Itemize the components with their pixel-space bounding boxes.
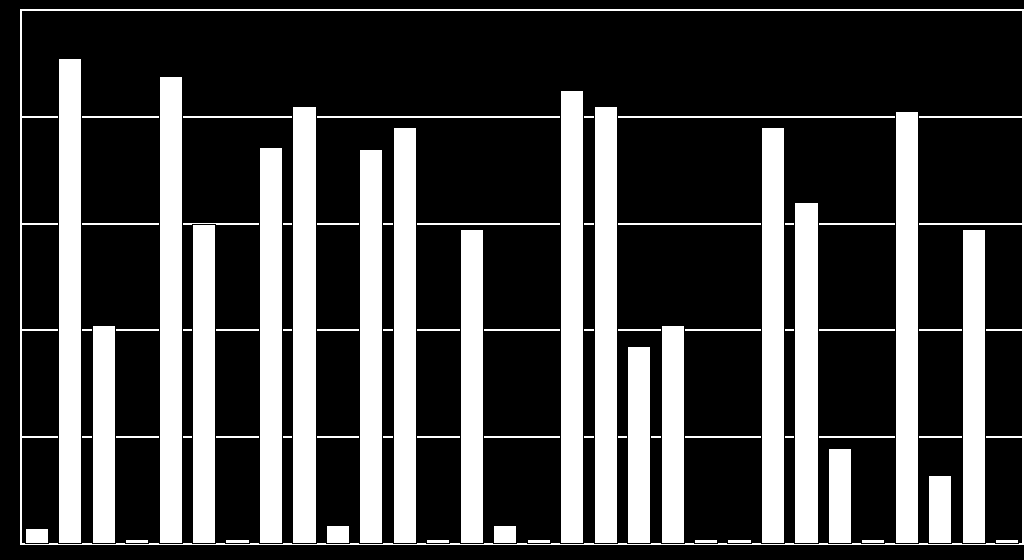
bar [627, 346, 651, 544]
bar-group [723, 10, 823, 544]
bar-group [522, 10, 622, 544]
bar [359, 149, 383, 544]
bar [594, 106, 618, 544]
bar [92, 325, 116, 544]
bar [794, 202, 818, 544]
bar [225, 539, 249, 544]
bar-group [221, 10, 321, 544]
bar-chart [0, 0, 1024, 560]
bar [326, 525, 350, 544]
bar-group [20, 10, 120, 544]
bar-group [422, 10, 522, 544]
bar [928, 475, 952, 544]
bar [292, 106, 316, 544]
bar [426, 539, 450, 544]
bar [125, 539, 149, 544]
plot-area [20, 10, 1024, 544]
bar-group [120, 10, 220, 544]
bar-group [924, 10, 1024, 544]
bar-group [321, 10, 421, 544]
bar [861, 539, 885, 544]
bar-group [622, 10, 722, 544]
bar [393, 127, 417, 544]
bar [25, 528, 49, 544]
bar [727, 539, 751, 544]
bar [493, 525, 517, 544]
bar [159, 76, 183, 544]
bar [560, 90, 584, 544]
bar [192, 224, 216, 544]
bar [694, 539, 718, 544]
bar [58, 58, 82, 544]
bar [527, 539, 551, 544]
bar [259, 147, 283, 544]
bar [460, 229, 484, 544]
bar [995, 539, 1019, 544]
bar-group [823, 10, 923, 544]
bars-layer [20, 10, 1024, 544]
bar [895, 111, 919, 544]
bar [761, 127, 785, 544]
bar [661, 325, 685, 544]
bar [828, 448, 852, 544]
bar [962, 229, 986, 544]
